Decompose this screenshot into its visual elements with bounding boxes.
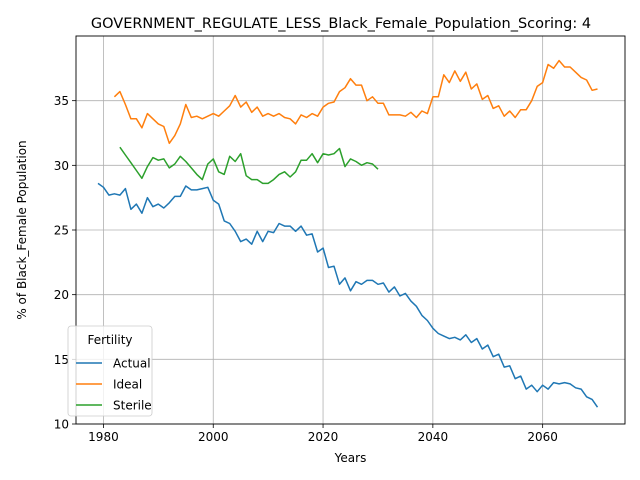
x-tick-label: 2040 (418, 430, 449, 444)
legend-box (67, 325, 153, 417)
x-tick-label: 2000 (198, 430, 229, 444)
series-line-ideal (113, 59, 598, 145)
x-tick-label: 2060 (527, 430, 558, 444)
y-tick-label: 10 (54, 418, 69, 432)
series-line-sterile (119, 146, 379, 185)
x-axis-label: Years (334, 451, 367, 465)
y-tick-label: 35 (54, 94, 69, 108)
y-tick-label: 15 (54, 353, 69, 367)
x-tick-label: 1980 (88, 430, 119, 444)
y-tick-label: 25 (54, 224, 69, 238)
y-tick-label: 30 (54, 159, 69, 173)
legend-label-actual: Actual (113, 357, 151, 371)
y-tick-label: 20 (54, 288, 69, 302)
legend-label-sterile: Sterile (113, 399, 152, 413)
series-line-actual (97, 182, 599, 408)
y-axis-label: % of Black_Female Population (15, 140, 29, 319)
chart-title: GOVERNMENT_REGULATE_LESS_Black_Female_Po… (91, 16, 591, 32)
legend: Fertility Actual Ideal Sterile (67, 325, 153, 417)
grid-lines (76, 36, 625, 425)
legend-title: Fertility (87, 333, 132, 347)
x-axis-ticks: 1980 2000 2020 2040 2060 (88, 424, 558, 444)
legend-label-ideal: Ideal (113, 378, 142, 392)
series-group (97, 59, 599, 408)
y-axis-ticks: 10 15 20 25 30 35 (54, 94, 76, 432)
x-tick-label: 2020 (308, 430, 339, 444)
